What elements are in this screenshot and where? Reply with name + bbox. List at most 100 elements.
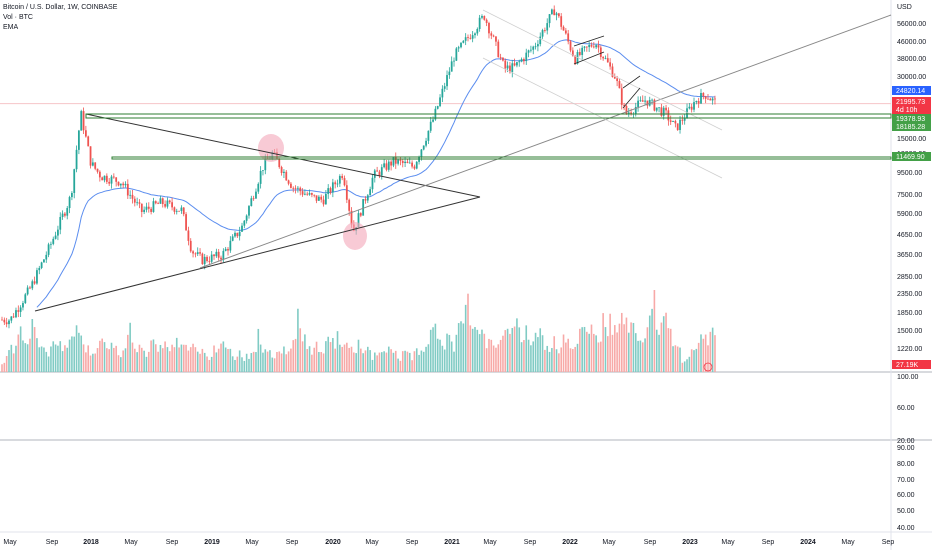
volume-bar — [227, 349, 229, 372]
candle — [518, 61, 521, 63]
candle — [280, 167, 283, 173]
candle — [201, 253, 204, 265]
volume-bar — [597, 342, 600, 372]
volume-bar — [236, 356, 239, 372]
volume-bar — [488, 338, 490, 372]
volume-bar — [362, 353, 364, 372]
candle — [690, 106, 693, 110]
price-tick-label: 4650.00 — [897, 232, 922, 239]
candle — [110, 176, 113, 184]
volume-bar — [348, 347, 350, 372]
candle — [443, 86, 446, 89]
volume-bar — [634, 333, 637, 372]
volume-bar — [499, 339, 502, 372]
candle — [639, 100, 642, 102]
price-badge — [892, 114, 931, 123]
candle — [12, 316, 15, 318]
candle — [490, 33, 493, 36]
time-tick-label: May — [721, 539, 735, 546]
candle — [506, 65, 509, 69]
candle — [497, 41, 500, 58]
legend-volume[interactable]: Vol · BTC — [3, 14, 33, 21]
candle — [68, 197, 71, 209]
volume-bar — [481, 329, 483, 372]
drawings[interactable] — [34, 9, 892, 312]
volume-bar — [187, 350, 190, 372]
volume-bar — [320, 352, 323, 372]
volume-bar — [12, 353, 15, 372]
candle — [117, 181, 120, 186]
price-tick-label: 1500.00 — [897, 328, 922, 335]
candle — [695, 101, 698, 103]
volume-bar — [229, 348, 232, 372]
volume-bar — [92, 353, 94, 372]
volume-bar — [194, 347, 197, 372]
candle — [192, 251, 194, 254]
legend-symbol[interactable]: Bitcoin / U.S. Dollar, 1W, COINBASE — [3, 4, 118, 11]
candle — [124, 183, 127, 186]
candle — [217, 251, 220, 258]
volume-bar — [329, 342, 332, 372]
candle — [693, 102, 695, 110]
candle — [567, 33, 570, 42]
volume-bar — [397, 358, 399, 372]
alert-icon — [703, 362, 713, 372]
triangle-line — [34, 196, 481, 312]
candle — [616, 78, 619, 82]
volume-bar — [658, 334, 660, 372]
volume-bar — [138, 344, 141, 372]
volume-bar — [408, 352, 411, 372]
candle — [462, 40, 465, 43]
candle — [592, 46, 595, 48]
candle — [345, 185, 348, 200]
volume-bar — [318, 352, 320, 372]
candle — [625, 105, 628, 114]
candle — [660, 107, 663, 116]
pattern-line — [573, 51, 605, 65]
candle — [413, 166, 416, 169]
volume-bar — [390, 349, 392, 372]
volume-bar — [590, 324, 593, 372]
candle — [564, 30, 567, 34]
candle — [543, 30, 546, 31]
price-tick-label: 7500.00 — [897, 192, 922, 199]
price-tick-label: 56000.00 — [897, 21, 926, 28]
candle — [439, 97, 441, 107]
candle — [5, 322, 8, 325]
candle — [77, 130, 80, 150]
time-tick-label: May — [245, 539, 259, 546]
volume-bar — [693, 350, 695, 372]
price-tick-label: 60.00 — [897, 405, 915, 412]
candle — [527, 50, 530, 53]
trend-line — [199, 14, 892, 269]
volume-bar — [516, 318, 518, 372]
price-tick-label: 46000.00 — [897, 39, 926, 46]
price-badge-label: 27.19K — [896, 362, 919, 369]
legend-ema[interactable]: EMA — [3, 24, 19, 31]
candle — [516, 62, 518, 66]
volume-bar — [315, 341, 318, 372]
candle — [555, 13, 558, 16]
candle — [464, 37, 467, 41]
volume-bar — [406, 351, 409, 372]
price-tick-label: 1850.00 — [897, 310, 922, 317]
volume-bar — [411, 360, 413, 372]
candle — [385, 163, 388, 170]
candle — [578, 52, 581, 55]
volume-bar — [448, 334, 451, 372]
volume-bar — [586, 331, 588, 372]
price-tick-label: 20.00 — [897, 438, 915, 445]
candle — [609, 62, 612, 67]
volume-bar — [120, 357, 122, 372]
volume-bar — [336, 331, 339, 372]
candle — [530, 49, 532, 51]
volume-bar — [506, 328, 509, 372]
volume-bar — [68, 339, 71, 372]
volume-bar — [429, 329, 432, 372]
volume-bar — [709, 331, 712, 372]
candle — [147, 206, 150, 209]
time-tick-label: Sep — [46, 539, 59, 546]
volume-bar — [292, 340, 295, 372]
